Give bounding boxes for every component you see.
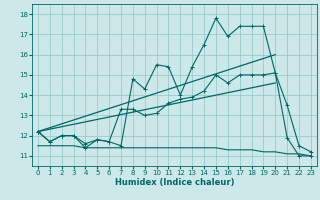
X-axis label: Humidex (Indice chaleur): Humidex (Indice chaleur)	[115, 178, 234, 187]
